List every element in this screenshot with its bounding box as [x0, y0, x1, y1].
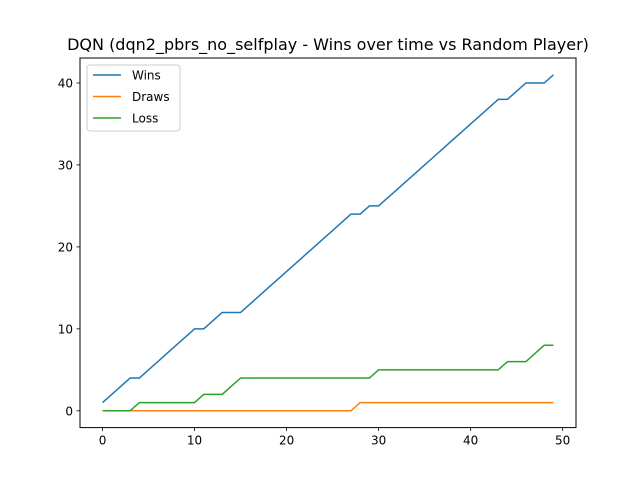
y-tick-label: 40: [58, 76, 73, 90]
series-line-wins: [102, 74, 554, 404]
legend: Wins Draws Loss: [86, 64, 181, 132]
y-tick-label: 0: [65, 404, 73, 418]
axes-frame: [79, 57, 577, 429]
y-tick-label: 20: [58, 240, 73, 254]
legend-box: [86, 64, 181, 132]
series-line-loss: [102, 344, 554, 412]
plot-area: [102, 74, 554, 412]
x-tick-label: 0: [99, 434, 107, 448]
chart-title: DQN (dqn2_pbrs_no_selfplay - Wins over t…: [67, 35, 589, 55]
x-tick-label: 10: [187, 434, 202, 448]
series-line-draws: [102, 401, 554, 412]
x-tick-label: 40: [463, 434, 478, 448]
legend-label-wins: Wins: [132, 69, 161, 83]
x-axis: 0 10 20 30 40 50: [99, 427, 570, 448]
x-tick-label: 30: [371, 434, 386, 448]
legend-label-loss: Loss: [132, 112, 158, 126]
y-tick-label: 10: [58, 322, 73, 336]
x-tick-label: 20: [279, 434, 294, 448]
legend-label-draws: Draws: [132, 90, 170, 104]
y-axis: 0 10 20 30 40: [58, 76, 80, 418]
x-tick-label: 50: [555, 434, 570, 448]
y-tick-label: 30: [58, 158, 73, 172]
